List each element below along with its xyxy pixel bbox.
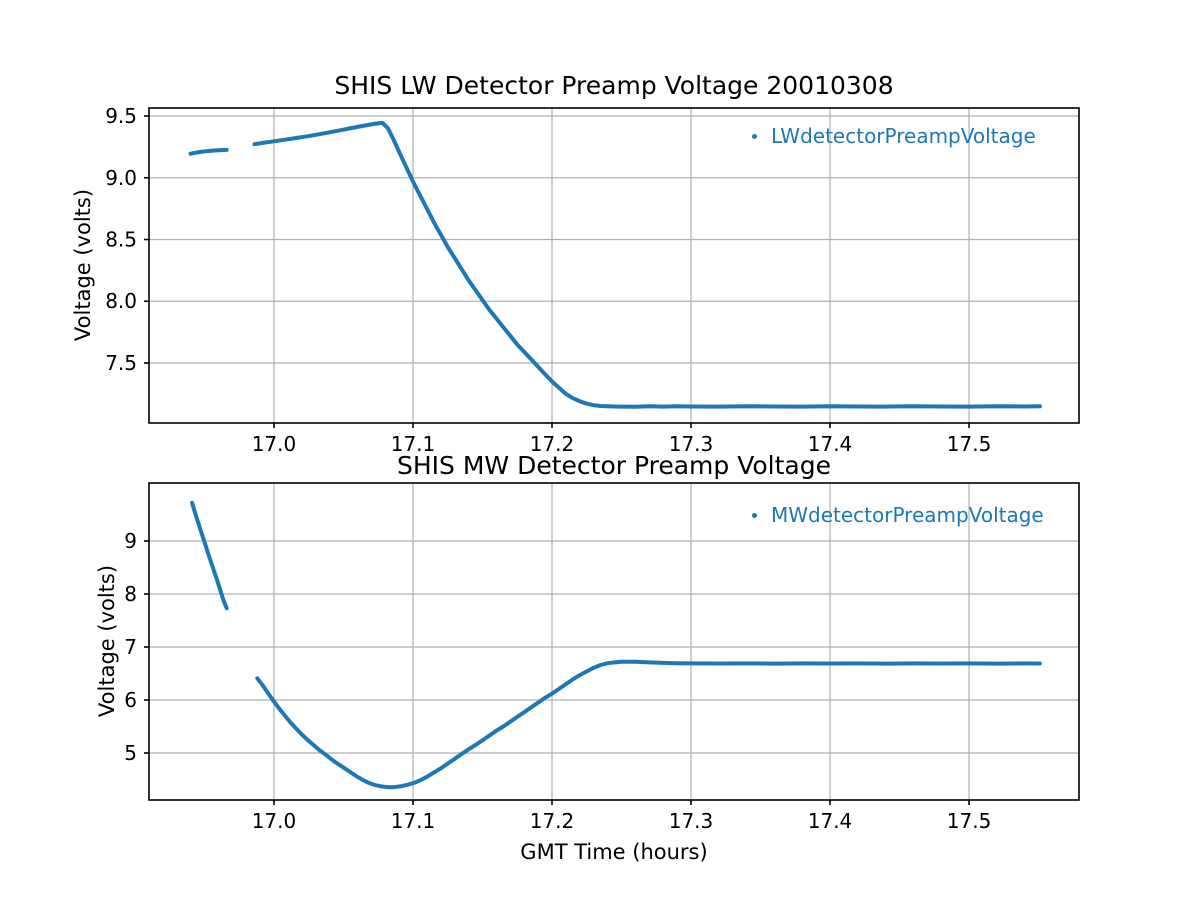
y-tick-label: 8.5 — [105, 228, 137, 252]
x-tick-label: 17.4 — [808, 432, 853, 456]
lw-legend-label: LWdetectorPreampVoltage — [771, 124, 1036, 148]
x-tick-label: 17.3 — [669, 432, 714, 456]
MWdetectorPreampVoltage-line — [190, 500, 229, 611]
y-tick-label: 5 — [124, 741, 137, 765]
LWdetectorPreampVoltage-line — [188, 147, 229, 156]
lw-legend: LWdetectorPreampVoltage — [752, 124, 1036, 148]
mw-legend-label: MWdetectorPreampVoltage — [771, 503, 1044, 527]
x-tick-label: 17.4 — [808, 809, 853, 833]
x-tick-label: 17.2 — [530, 432, 575, 456]
y-tick-label: 8.0 — [105, 289, 137, 313]
x-tick-label: 17.0 — [252, 432, 297, 456]
y-tick-label: 7.5 — [105, 351, 137, 375]
MWdetectorPreampVoltage-line — [255, 659, 1042, 790]
axes-spines — [148, 107, 1080, 424]
lw-plot-title: SHIS LW Detector Preamp Voltage 20010308 — [334, 71, 894, 100]
axes-spines — [148, 482, 1080, 801]
lw-y-axis-label: Voltage (volts) — [71, 188, 95, 342]
mw-legend-marker-dot — [752, 512, 757, 518]
mw-legend: MWdetectorPreampVoltage — [752, 503, 1044, 527]
mw-y-axis-label: Voltage (volts) — [95, 564, 119, 718]
LWdetectorPreampVoltage-line — [252, 120, 1042, 409]
x-tick-label: 17.5 — [947, 432, 992, 456]
y-tick-label: 7 — [124, 635, 137, 659]
x-tick-label: 17.5 — [947, 809, 992, 833]
y-tick-label: 8 — [124, 582, 137, 606]
x-tick-label: 17.1 — [391, 432, 436, 456]
y-tick-label: 9.5 — [105, 104, 137, 128]
x-tick-label: 17.1 — [391, 809, 436, 833]
lw-legend-marker-dot — [752, 133, 757, 139]
x-tick-label: 17.3 — [669, 809, 714, 833]
x-tick-label: 17.0 — [252, 809, 297, 833]
mw-plot-title: SHIS MW Detector Preamp Voltage — [397, 451, 831, 480]
y-tick-label: 6 — [124, 688, 137, 712]
x-tick-label: 17.2 — [530, 809, 575, 833]
x-axis-label: GMT Time (hours) — [520, 840, 708, 864]
y-tick-label: 9 — [124, 529, 137, 553]
y-tick-label: 9.0 — [105, 166, 137, 190]
